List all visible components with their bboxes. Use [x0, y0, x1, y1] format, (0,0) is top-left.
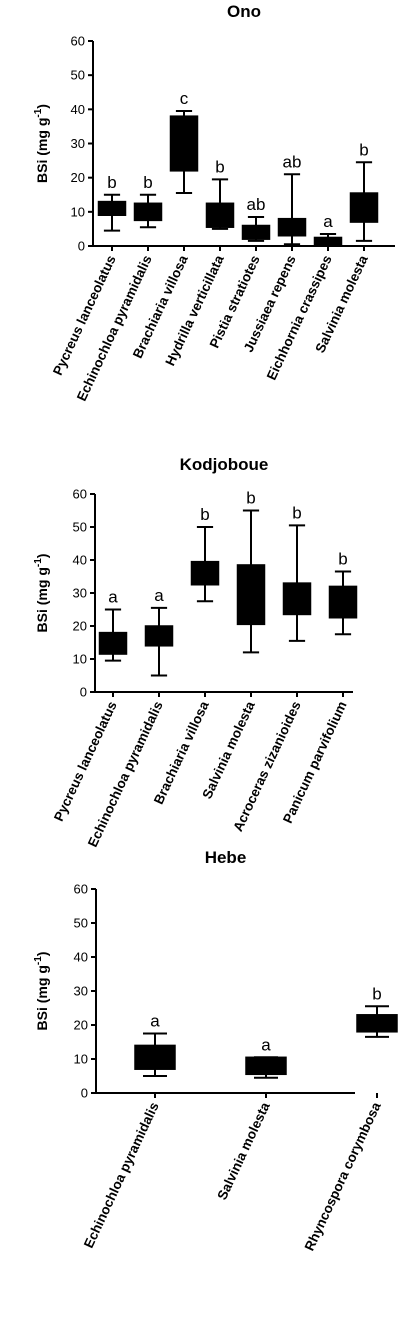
y-tick-label: 20: [71, 170, 85, 185]
y-tick-label: 60: [71, 34, 85, 49]
significance-letter: a: [261, 1035, 271, 1054]
significance-letter: b: [246, 489, 255, 508]
x-category-label: Eichhornia crassipes: [264, 253, 335, 382]
box-plot: [349, 161, 379, 242]
x-category-label: Pycreus lanceolatus: [50, 253, 119, 378]
significance-letter: b: [143, 173, 152, 192]
box: [349, 192, 379, 223]
box-plot: [236, 509, 266, 654]
y-tick-label: 20: [73, 619, 87, 634]
box: [236, 564, 266, 626]
x-category-label: Rhyncospora corymbosa: [302, 1099, 384, 1253]
chart-panel-1: Ono 0 10 20 30 40 50 60 BSi (mg g-1) Pycreus lanc…: [33, 2, 395, 403]
y-tick-label: 20: [74, 1018, 88, 1033]
x-category-label: Salvinia molesta: [214, 1099, 273, 1202]
y-axis-label: BSi (mg g-1): [33, 952, 50, 1031]
chart-title: Ono: [227, 2, 261, 21]
y-tick-label: 10: [74, 1052, 88, 1067]
y-tick-label: 30: [74, 984, 88, 999]
box: [98, 631, 128, 655]
box-plot: [282, 524, 312, 642]
box-plot: [356, 1005, 398, 1038]
box-plot: [205, 178, 235, 230]
box-plot: [313, 233, 343, 247]
x-category-label: Echinochloa pyramidalis: [81, 1100, 162, 1250]
y-tick-label: 10: [71, 204, 85, 219]
box-plot: [245, 1056, 287, 1079]
box-plot: [277, 173, 307, 246]
y-tick-label: 40: [74, 950, 88, 965]
significance-letter: b: [215, 157, 224, 176]
box-plot: [133, 193, 163, 229]
y-tick-label: 0: [80, 685, 87, 700]
significance-letter: a: [150, 1012, 160, 1031]
y-tick-label: 50: [73, 520, 87, 535]
box: [328, 585, 358, 619]
chart-panel-3: Hebe 0 10 20 30 40 50 60 BSi (mg g-1) Echinochloa…: [33, 848, 398, 1253]
y-tick-label: 10: [73, 652, 87, 667]
y-tick-label: 60: [73, 487, 87, 502]
y-tick-label: 0: [78, 239, 85, 254]
significance-letter: b: [107, 173, 116, 192]
significance-letter: b: [372, 984, 381, 1003]
y-axis-label: BSi (mg g-1): [33, 104, 50, 183]
y-axis-label: BSi (mg g-1): [33, 554, 50, 633]
box-plot: [190, 526, 220, 603]
y-tick-label: 30: [71, 136, 85, 151]
y-tick-label: 60: [74, 882, 88, 897]
box-plot: [169, 110, 199, 195]
significance-letter: b: [359, 140, 368, 159]
box: [134, 1044, 176, 1070]
y-tick-label: 0: [81, 1086, 88, 1101]
box: [205, 202, 235, 228]
significance-letter: ab: [283, 152, 302, 171]
box-plot: [97, 193, 127, 232]
y-tick-label: 50: [74, 916, 88, 931]
significance-letter: a: [108, 588, 118, 607]
y-tick-label: 50: [71, 68, 85, 83]
box: [282, 582, 312, 616]
y-tick-label: 30: [73, 586, 87, 601]
significance-letter: a: [154, 586, 164, 605]
box-plot: [98, 608, 128, 662]
significance-letter: a: [323, 212, 333, 231]
chart-title: Kodjoboue: [180, 455, 269, 474]
y-tick-label: 40: [73, 553, 87, 568]
significance-letter: b: [200, 505, 209, 524]
significance-letter: ab: [247, 195, 266, 214]
chart-title: Hebe: [205, 848, 247, 867]
box-plot: [144, 606, 174, 677]
box-plot: [241, 215, 271, 242]
significance-letter: c: [180, 89, 189, 108]
significance-letter: b: [292, 503, 301, 522]
box-plot: [134, 1032, 176, 1077]
y-tick-label: 40: [71, 102, 85, 117]
box: [277, 217, 307, 237]
box-plot: [328, 570, 358, 636]
significance-letter: b: [338, 550, 347, 569]
